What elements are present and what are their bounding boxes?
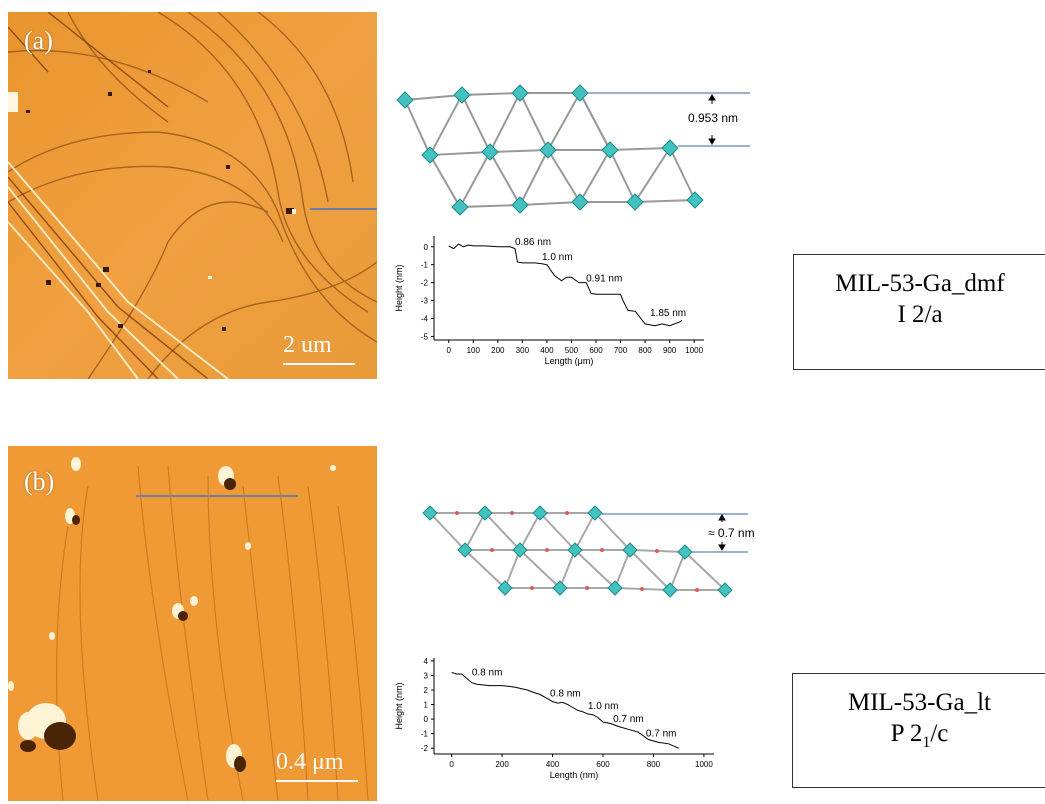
step-annotation: 0.8 nm (550, 689, 581, 700)
x-tick-label: 1000 (685, 346, 703, 355)
y-tick-label: 0 (424, 243, 429, 252)
step-annotation: 0.7 nm (613, 714, 644, 725)
space-group-b-sub: 1 (922, 734, 931, 752)
scale-bar-a (283, 363, 355, 365)
x-tick-label: 800 (638, 346, 652, 355)
afm-image-b: (b) 0.4 μm (8, 446, 377, 801)
height-profile-chart-a: 0 -1 -2 -3 -4 -5 0 100 200 300 400 500 600 700 800 900 1… (394, 236, 704, 366)
x-tick-label: 0 (447, 346, 452, 355)
space-group-b-prefix: P 2 (890, 720, 923, 748)
step-annotation: 0.7 nm (646, 729, 677, 740)
y-axis-label: Height (nm) (394, 682, 404, 729)
x-tick-label: 0 (449, 760, 454, 769)
x-tick-label: 700 (614, 346, 628, 355)
x-axis-label: Length (nm) (550, 770, 599, 780)
step-annotation: 1.0 nm (588, 701, 619, 712)
y-tick-label: -5 (421, 332, 429, 341)
afm-image-a: (a) 2 um (8, 12, 377, 379)
y-axis-label: Height (nm) (394, 264, 404, 311)
step-annotation: 1.0 nm (542, 252, 573, 263)
y-tick-label: 3 (424, 671, 429, 680)
space-group-b-suffix: /c (930, 720, 949, 748)
x-tick-label: 100 (467, 346, 481, 355)
y-tick-label: 2 (424, 686, 429, 695)
x-tick-label: 800 (647, 760, 661, 769)
crystal-structure-a: 0.953 nm (390, 80, 760, 220)
material-name-a: MIL-53-Ga_dmf (835, 270, 1005, 297)
y-tick-label: 0 (424, 715, 429, 724)
crystal-structure-b: ≈ 0.7 nm (410, 498, 760, 603)
x-tick-label: 200 (491, 346, 505, 355)
y-tick-label: -1 (421, 261, 429, 270)
y-tick-label: 4 (424, 657, 429, 666)
material-name-b: MIL-53-Ga_lt (847, 689, 992, 716)
x-axis-label: Length (μm) (545, 356, 594, 366)
x-tick-label: 400 (546, 760, 560, 769)
step-annotation: 0.8 nm (472, 667, 503, 678)
y-tick-label: -1 (421, 730, 429, 739)
space-group-a: I 2/a (897, 301, 943, 329)
x-tick-label: 500 (565, 346, 579, 355)
x-tick-label: 600 (589, 346, 603, 355)
step-annotation: 1.85 nm (650, 308, 686, 319)
material-label-box-b: MIL-53-Ga_lt P 21/c (792, 673, 1045, 788)
x-tick-label: 600 (596, 760, 610, 769)
x-tick-label: 400 (540, 346, 554, 355)
scale-bar-b (276, 780, 358, 782)
x-tick-label: 900 (663, 346, 677, 355)
y-tick-label: -3 (421, 297, 429, 306)
scale-bar-label-b: 0.4 μm (276, 749, 344, 775)
step-annotation: 0.91 nm (586, 274, 622, 285)
x-tick-label: 200 (495, 760, 509, 769)
y-tick-label: -4 (421, 314, 429, 323)
scale-bar-label-a: 2 um (283, 332, 332, 358)
profile-line-b (451, 672, 679, 749)
y-tick-label: -2 (421, 279, 429, 288)
y-tick-label: -2 (421, 744, 429, 753)
x-tick-label: 1000 (695, 760, 713, 769)
profile-line-a (448, 243, 683, 327)
y-tick-label: 1 (424, 701, 429, 710)
spacing-label-b: ≈ 0.7 nm (708, 526, 755, 540)
height-profile-chart-b: 4 3 2 1 0 -1 -2 0 200 400 600 800 1000 Length (nm) Hei… (394, 657, 714, 780)
panel-label-a: (a) (24, 26, 53, 55)
spacing-label-a: 0.953 nm (688, 111, 739, 125)
step-annotation: 0.86 nm (515, 237, 551, 248)
x-tick-label: 300 (516, 346, 530, 355)
panel-label-b: (b) (24, 467, 55, 496)
space-group-b: P 21/c (793, 718, 1045, 753)
material-label-box-a: MIL-53-Ga_dmf I 2/a (793, 254, 1045, 370)
